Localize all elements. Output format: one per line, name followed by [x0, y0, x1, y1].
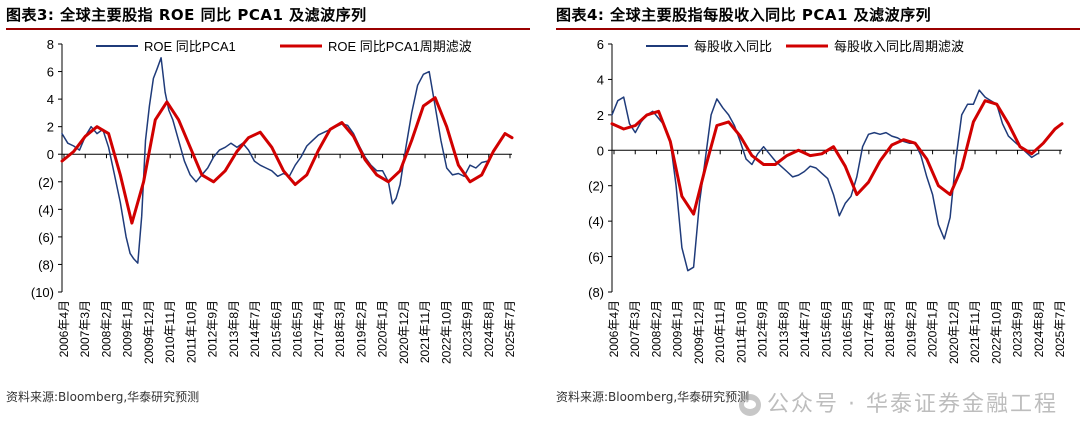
x-tick-label: 2011年10月 — [734, 300, 748, 363]
x-tick-label: 2012年9月 — [756, 300, 770, 357]
x-tick-label: 2014年7月 — [248, 300, 262, 357]
legend-label: ROE 同比PCA1 — [144, 39, 236, 54]
x-tick-label: 2009年1月 — [121, 300, 135, 357]
x-tick-label: 2009年12月 — [142, 300, 156, 364]
x-tick-label: 2013年8月 — [777, 300, 791, 357]
filtered-series-line — [60, 96, 514, 225]
x-tick-label: 2011年10月 — [184, 300, 198, 363]
source-note: 资料来源:Bloomberg,华泰研究预测 — [556, 390, 750, 404]
y-tick-label: (8) — [38, 257, 54, 272]
legend-label: 每股收入同比周期滤波 — [834, 39, 964, 54]
x-tick-label: 2019年2月 — [904, 300, 918, 357]
x-tick-label: 2009年1月 — [671, 300, 685, 357]
x-tick-label: 2017年4月 — [312, 300, 326, 357]
chart-title: 图表3: 全球主要股指 ROE 同比 PCA1 及滤波序列 — [6, 6, 367, 24]
chart-panel-roe: 图表3: 全球主要股指 ROE 同比 PCA1 及滤波序列 (10) (8) (6)… — [0, 0, 530, 444]
x-tick-label: 2021年11月 — [968, 300, 982, 363]
y-tick-label: (6) — [588, 250, 604, 265]
legend-label: 每股收入同比 — [694, 39, 772, 54]
x-tick-label: 2008年2月 — [99, 300, 113, 357]
x-tick-label: 2025年7月 — [503, 300, 517, 357]
x-tick-label: 2020年1月 — [376, 300, 390, 357]
y-tick-label: 2 — [47, 120, 54, 135]
wechat-icon — [739, 394, 762, 416]
chart-panel-revenue: 图表4: 全球主要股指每股收入同比 PCA1 及滤波序列 (8) (6) (4) (2… — [550, 0, 1080, 444]
y-tick-label: 6 — [47, 65, 54, 80]
y-tick-label: (4) — [588, 214, 604, 229]
y-tick-label: (6) — [38, 230, 54, 245]
x-tick-label: 2014年7月 — [798, 300, 812, 357]
y-tick-label: 6 — [597, 37, 604, 52]
x-tick-label: 2006年4月 — [607, 300, 621, 357]
x-tick-label: 2010年11月 — [163, 300, 177, 363]
x-tick-label: 2016年5月 — [291, 300, 305, 357]
revenue-pca1-chart: (8) (6) (4) (2) 0 2 4 6 2006年4月 2007年3月 2008年2月 200… — [588, 37, 1067, 364]
x-tick-label: 2020年1月 — [926, 300, 940, 357]
x-tick-label: 2020年12月 — [947, 300, 961, 364]
watermark-text: 公众号 · 华泰证券金融工程 — [767, 392, 1058, 417]
x-tick-label: 2010年11月 — [713, 300, 727, 363]
raw-series-line — [611, 89, 1039, 272]
y-tick-label: 0 — [47, 147, 54, 162]
x-tick-label: 2008年2月 — [649, 300, 663, 357]
y-tick-label: (8) — [588, 285, 604, 300]
chart-title: 图表4: 全球主要股指每股收入同比 PCA1 及滤波序列 — [556, 6, 932, 24]
x-tick-label: 2009年12月 — [692, 300, 706, 364]
y-tick-label: (2) — [588, 179, 604, 194]
x-tick-label: 2023年9月 — [461, 300, 475, 357]
x-tick-label: 2019年2月 — [354, 300, 368, 357]
x-tick-label: 2016年5月 — [841, 300, 855, 357]
watermark: 公众号 · 华泰证券金融工程 — [739, 386, 1058, 418]
title-divider — [556, 28, 1080, 30]
y-tick-label: 0 — [597, 143, 604, 158]
y-tick-label: 4 — [47, 92, 54, 107]
x-tick-label: 2022年10月 — [989, 300, 1003, 364]
x-tick-label: 2024年8月 — [1032, 300, 1046, 357]
x-tick-label: 2015年6月 — [269, 300, 283, 357]
y-tick-label: (4) — [38, 202, 54, 217]
y-tick-label: 8 — [47, 37, 54, 52]
x-tick-label: 2024年8月 — [482, 300, 496, 357]
source-note: 资料来源:Bloomberg,华泰研究预测 — [6, 390, 200, 404]
x-tick-label: 2020年12月 — [397, 300, 411, 364]
x-tick-label: 2006年4月 — [57, 300, 71, 357]
filtered-series-line — [610, 99, 1064, 216]
x-tick-label: 2018年3月 — [333, 300, 347, 357]
x-tick-label: 2007年3月 — [78, 300, 92, 357]
x-tick-label: 2023年9月 — [1011, 300, 1025, 357]
x-tick-label: 2007年3月 — [628, 300, 642, 357]
x-tick-label: 2025年7月 — [1053, 300, 1067, 357]
y-tick-label: 4 — [597, 72, 604, 87]
x-tick-label: 2018年3月 — [883, 300, 897, 357]
x-tick-label: 2021年11月 — [418, 300, 432, 363]
title-divider — [6, 28, 530, 30]
y-tick-label: 2 — [597, 108, 604, 123]
roe-pca1-chart: (10) (8) (6) (4) (2) 0 2 4 6 8 2006年4月 2007年3月 2008年… — [31, 37, 517, 364]
raw-series-line — [61, 57, 489, 264]
legend-label: ROE 同比PCA1周期滤波 — [328, 39, 472, 54]
x-tick-label: 2017年4月 — [862, 300, 876, 357]
x-tick-label: 2012年9月 — [206, 300, 220, 357]
x-tick-label: 2013年8月 — [227, 300, 241, 357]
x-tick-label: 2022年10月 — [439, 300, 453, 364]
y-tick-label: (10) — [31, 285, 54, 300]
y-tick-label: (2) — [38, 175, 54, 190]
x-tick-label: 2015年6月 — [819, 300, 833, 357]
